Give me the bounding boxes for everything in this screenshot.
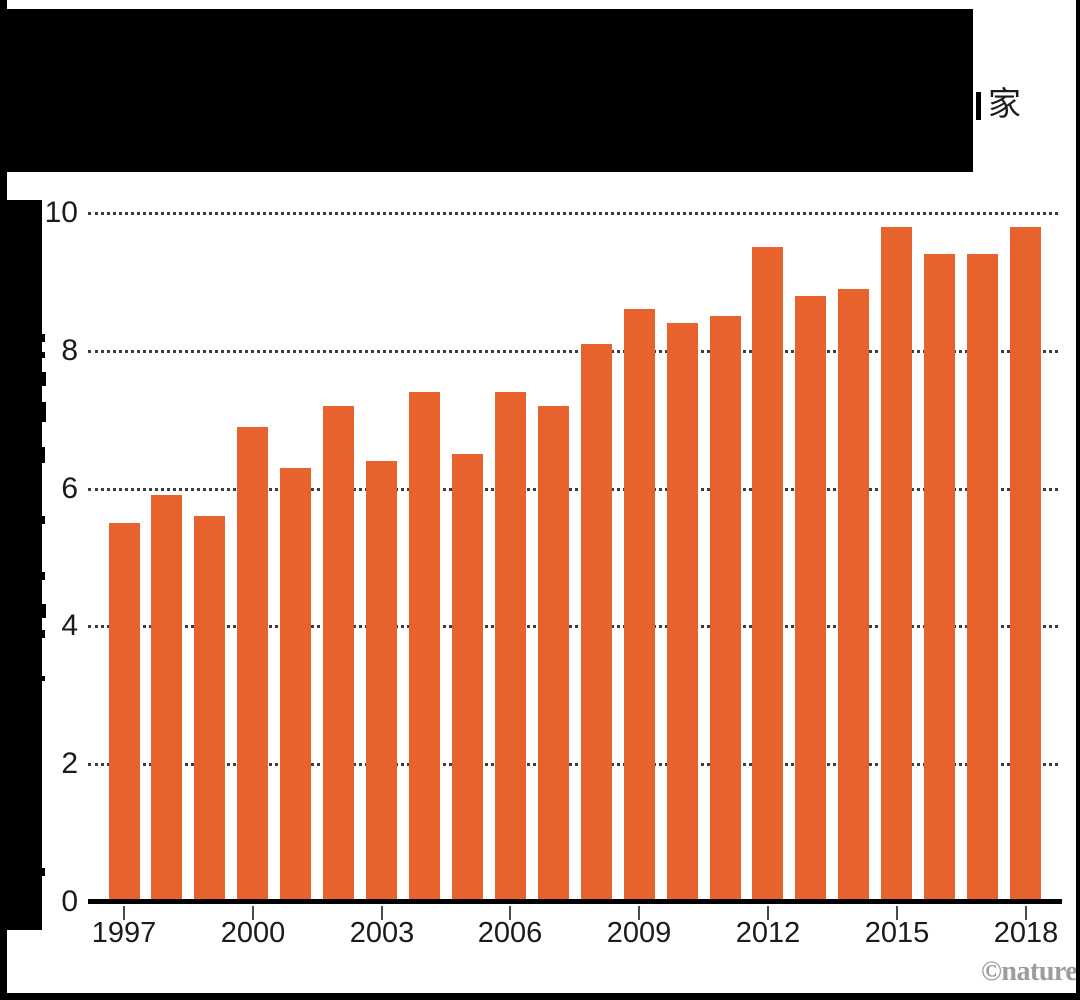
x-tick-label-2012: 2012 bbox=[735, 917, 801, 949]
x-tick-label-1997: 1997 bbox=[91, 917, 157, 949]
redaction-artifact bbox=[42, 516, 45, 524]
bar-2005 bbox=[452, 454, 483, 902]
bar-2016 bbox=[924, 254, 955, 902]
x-tick-label-2009: 2009 bbox=[606, 917, 672, 949]
bar-2006 bbox=[495, 392, 526, 902]
x-tick-label-2000: 2000 bbox=[220, 917, 286, 949]
bar-2004 bbox=[409, 392, 440, 902]
bar-1997 bbox=[109, 523, 140, 902]
bar-2013 bbox=[795, 296, 826, 902]
bar-2015 bbox=[881, 227, 912, 902]
y-tick-label-8: 8 bbox=[61, 334, 78, 367]
y-tick-label-0: 0 bbox=[61, 885, 78, 918]
gridline-y4 bbox=[88, 625, 1058, 628]
left-border bbox=[0, 0, 7, 1000]
right-border bbox=[1076, 0, 1080, 1000]
gridline-y10 bbox=[88, 212, 1058, 215]
x-tick-label-2015: 2015 bbox=[864, 917, 930, 949]
bar-2009 bbox=[624, 309, 655, 902]
y-tick-label-10: 10 bbox=[44, 196, 78, 229]
gridline-y2 bbox=[88, 763, 1058, 766]
y-tick-label-6: 6 bbox=[61, 472, 78, 505]
x-tick-2009 bbox=[638, 906, 640, 920]
x-tick-label-2003: 2003 bbox=[349, 917, 415, 949]
redaction-artifact bbox=[976, 92, 981, 120]
x-axis-line bbox=[88, 899, 1062, 904]
bar-2002 bbox=[323, 406, 354, 902]
redaction-artifact bbox=[42, 334, 45, 342]
redaction-artifact bbox=[42, 372, 46, 386]
bar-2012 bbox=[752, 247, 783, 902]
x-tick-2015 bbox=[896, 906, 898, 920]
gridline-y6 bbox=[88, 488, 1058, 491]
x-tick-1997 bbox=[123, 906, 125, 920]
y-tick-label-2: 2 bbox=[61, 747, 78, 780]
redaction-artifact bbox=[42, 676, 45, 681]
bar-2011 bbox=[710, 316, 741, 902]
bar-2018 bbox=[1010, 227, 1041, 902]
bar-1998 bbox=[151, 495, 182, 902]
bar-2017 bbox=[967, 254, 998, 902]
x-tick-2018 bbox=[1025, 906, 1027, 920]
bar-2003 bbox=[366, 461, 397, 902]
redaction-artifact bbox=[42, 352, 45, 358]
redaction-artifact bbox=[42, 447, 45, 463]
x-tick-label-2006: 2006 bbox=[477, 917, 543, 949]
bar-2000 bbox=[237, 427, 268, 902]
redacted-title-block bbox=[7, 9, 973, 172]
title-fragment-text: 家 bbox=[988, 85, 1021, 122]
redaction-artifact bbox=[42, 604, 46, 618]
x-tick-label-2018: 2018 bbox=[993, 917, 1059, 949]
bar-2001 bbox=[280, 468, 311, 902]
redaction-artifact bbox=[42, 572, 45, 580]
redaction-artifact bbox=[42, 630, 45, 638]
bar-2008 bbox=[581, 344, 612, 902]
bar-2007 bbox=[538, 406, 569, 902]
x-tick-2012 bbox=[767, 906, 769, 920]
x-tick-2006 bbox=[509, 906, 511, 920]
redaction-artifact bbox=[42, 868, 45, 876]
y-tick-label-4: 4 bbox=[61, 609, 78, 642]
bottom-border bbox=[0, 993, 1080, 1000]
redacted-y-axis-label-block bbox=[7, 200, 42, 930]
gridline-y8 bbox=[88, 350, 1058, 353]
nature-watermark: ©nature bbox=[981, 956, 1078, 987]
bar-1999 bbox=[194, 516, 225, 902]
bar-2010 bbox=[667, 323, 698, 902]
x-tick-2000 bbox=[252, 906, 254, 920]
x-tick-2003 bbox=[381, 906, 383, 920]
bar-2014 bbox=[838, 289, 869, 902]
redaction-artifact bbox=[42, 402, 46, 422]
